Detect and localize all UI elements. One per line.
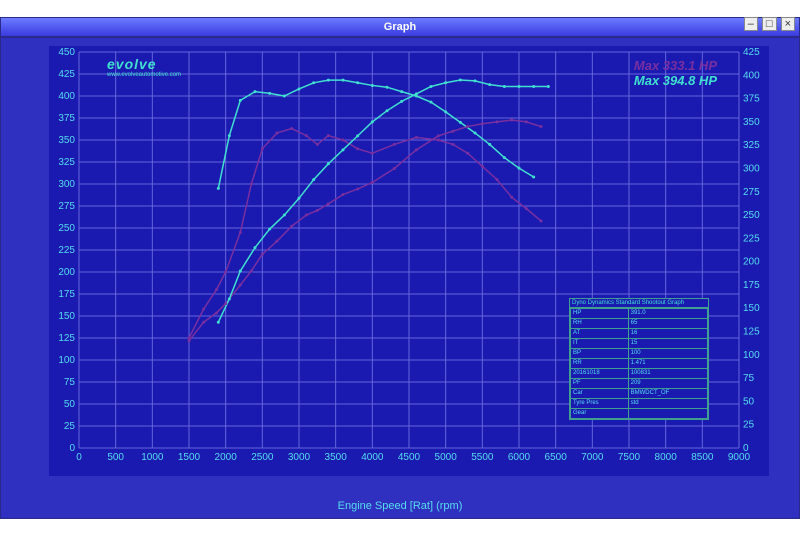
svg-text:225: 225: [743, 233, 760, 244]
max-hp-readout: Max 333.1 HP Max 394.8 HP: [634, 58, 717, 88]
svg-text:125: 125: [58, 333, 75, 344]
svg-text:0: 0: [76, 452, 82, 463]
svg-text:275: 275: [743, 187, 760, 198]
svg-text:175: 175: [743, 280, 760, 291]
svg-text:100: 100: [58, 355, 75, 366]
svg-text:100: 100: [743, 350, 760, 361]
svg-text:500: 500: [107, 452, 124, 463]
svg-text:4000: 4000: [361, 452, 384, 463]
svg-text:375: 375: [58, 113, 75, 124]
close-icon[interactable]: ×: [781, 17, 795, 31]
svg-text:225: 225: [58, 245, 75, 256]
info-table: HP391.0RH65AT16IT15BP100RR1.471201610181…: [570, 308, 708, 419]
x-axis-label: Engine Speed [Rat] (rpm): [1, 500, 799, 512]
svg-text:425: 425: [58, 69, 75, 80]
svg-text:200: 200: [743, 257, 760, 268]
maximize-icon[interactable]: □: [762, 17, 777, 31]
svg-text:250: 250: [743, 210, 760, 221]
svg-text:0: 0: [743, 443, 749, 454]
svg-text:8500: 8500: [691, 452, 714, 463]
plot-area: 0500100015002000250030003500400045005000…: [49, 46, 769, 476]
svg-text:8000: 8000: [655, 452, 678, 463]
window-title: Graph: [384, 21, 416, 33]
svg-text:25: 25: [743, 420, 755, 431]
svg-text:3500: 3500: [325, 452, 348, 463]
window-titlebar: Graph: [0, 17, 800, 37]
svg-text:0: 0: [69, 443, 75, 454]
chart-frame: Flywheel Torque [Rat] (Ft.Lb) Flywheel P…: [0, 37, 800, 519]
info-panel-header: Dyno Dynamics Standard Shootout Graph: [570, 299, 708, 308]
brand-logo: evolve www.evolveautomotive.com: [107, 56, 181, 78]
svg-text:350: 350: [58, 135, 75, 146]
svg-text:300: 300: [58, 179, 75, 190]
logo-text: evolve: [107, 56, 157, 72]
svg-text:75: 75: [64, 377, 76, 388]
svg-text:50: 50: [743, 396, 755, 407]
svg-text:425: 425: [743, 47, 760, 58]
svg-text:1500: 1500: [178, 452, 201, 463]
svg-text:175: 175: [58, 289, 75, 300]
svg-text:450: 450: [58, 47, 75, 58]
svg-text:125: 125: [743, 327, 760, 338]
svg-text:4500: 4500: [398, 452, 421, 463]
svg-text:5000: 5000: [435, 452, 458, 463]
svg-text:7000: 7000: [581, 452, 604, 463]
svg-text:5500: 5500: [471, 452, 494, 463]
svg-text:2000: 2000: [215, 452, 238, 463]
svg-text:75: 75: [743, 373, 755, 384]
svg-text:250: 250: [58, 223, 75, 234]
max-hp-run2: Max 394.8 HP: [634, 73, 717, 88]
svg-text:6000: 6000: [508, 452, 531, 463]
svg-text:200: 200: [58, 267, 75, 278]
svg-text:7500: 7500: [618, 452, 641, 463]
svg-text:3000: 3000: [288, 452, 311, 463]
svg-text:400: 400: [743, 70, 760, 81]
minimize-icon[interactable]: –: [744, 17, 758, 31]
svg-text:150: 150: [743, 303, 760, 314]
svg-text:1000: 1000: [141, 452, 164, 463]
max-hp-run1: Max 333.1 HP: [634, 58, 717, 73]
svg-text:25: 25: [64, 421, 76, 432]
svg-text:300: 300: [743, 163, 760, 174]
svg-text:375: 375: [743, 94, 760, 105]
svg-text:325: 325: [743, 140, 760, 151]
svg-text:325: 325: [58, 157, 75, 168]
svg-text:2500: 2500: [251, 452, 274, 463]
svg-text:350: 350: [743, 117, 760, 128]
svg-text:50: 50: [64, 399, 76, 410]
svg-text:400: 400: [58, 91, 75, 102]
svg-text:6500: 6500: [545, 452, 568, 463]
svg-text:275: 275: [58, 201, 75, 212]
svg-text:150: 150: [58, 311, 75, 322]
info-panel: Dyno Dynamics Standard Shootout Graph HP…: [569, 298, 709, 420]
window-controls: – □ ×: [744, 17, 795, 31]
logo-url: www.evolveautomotive.com: [107, 72, 181, 78]
